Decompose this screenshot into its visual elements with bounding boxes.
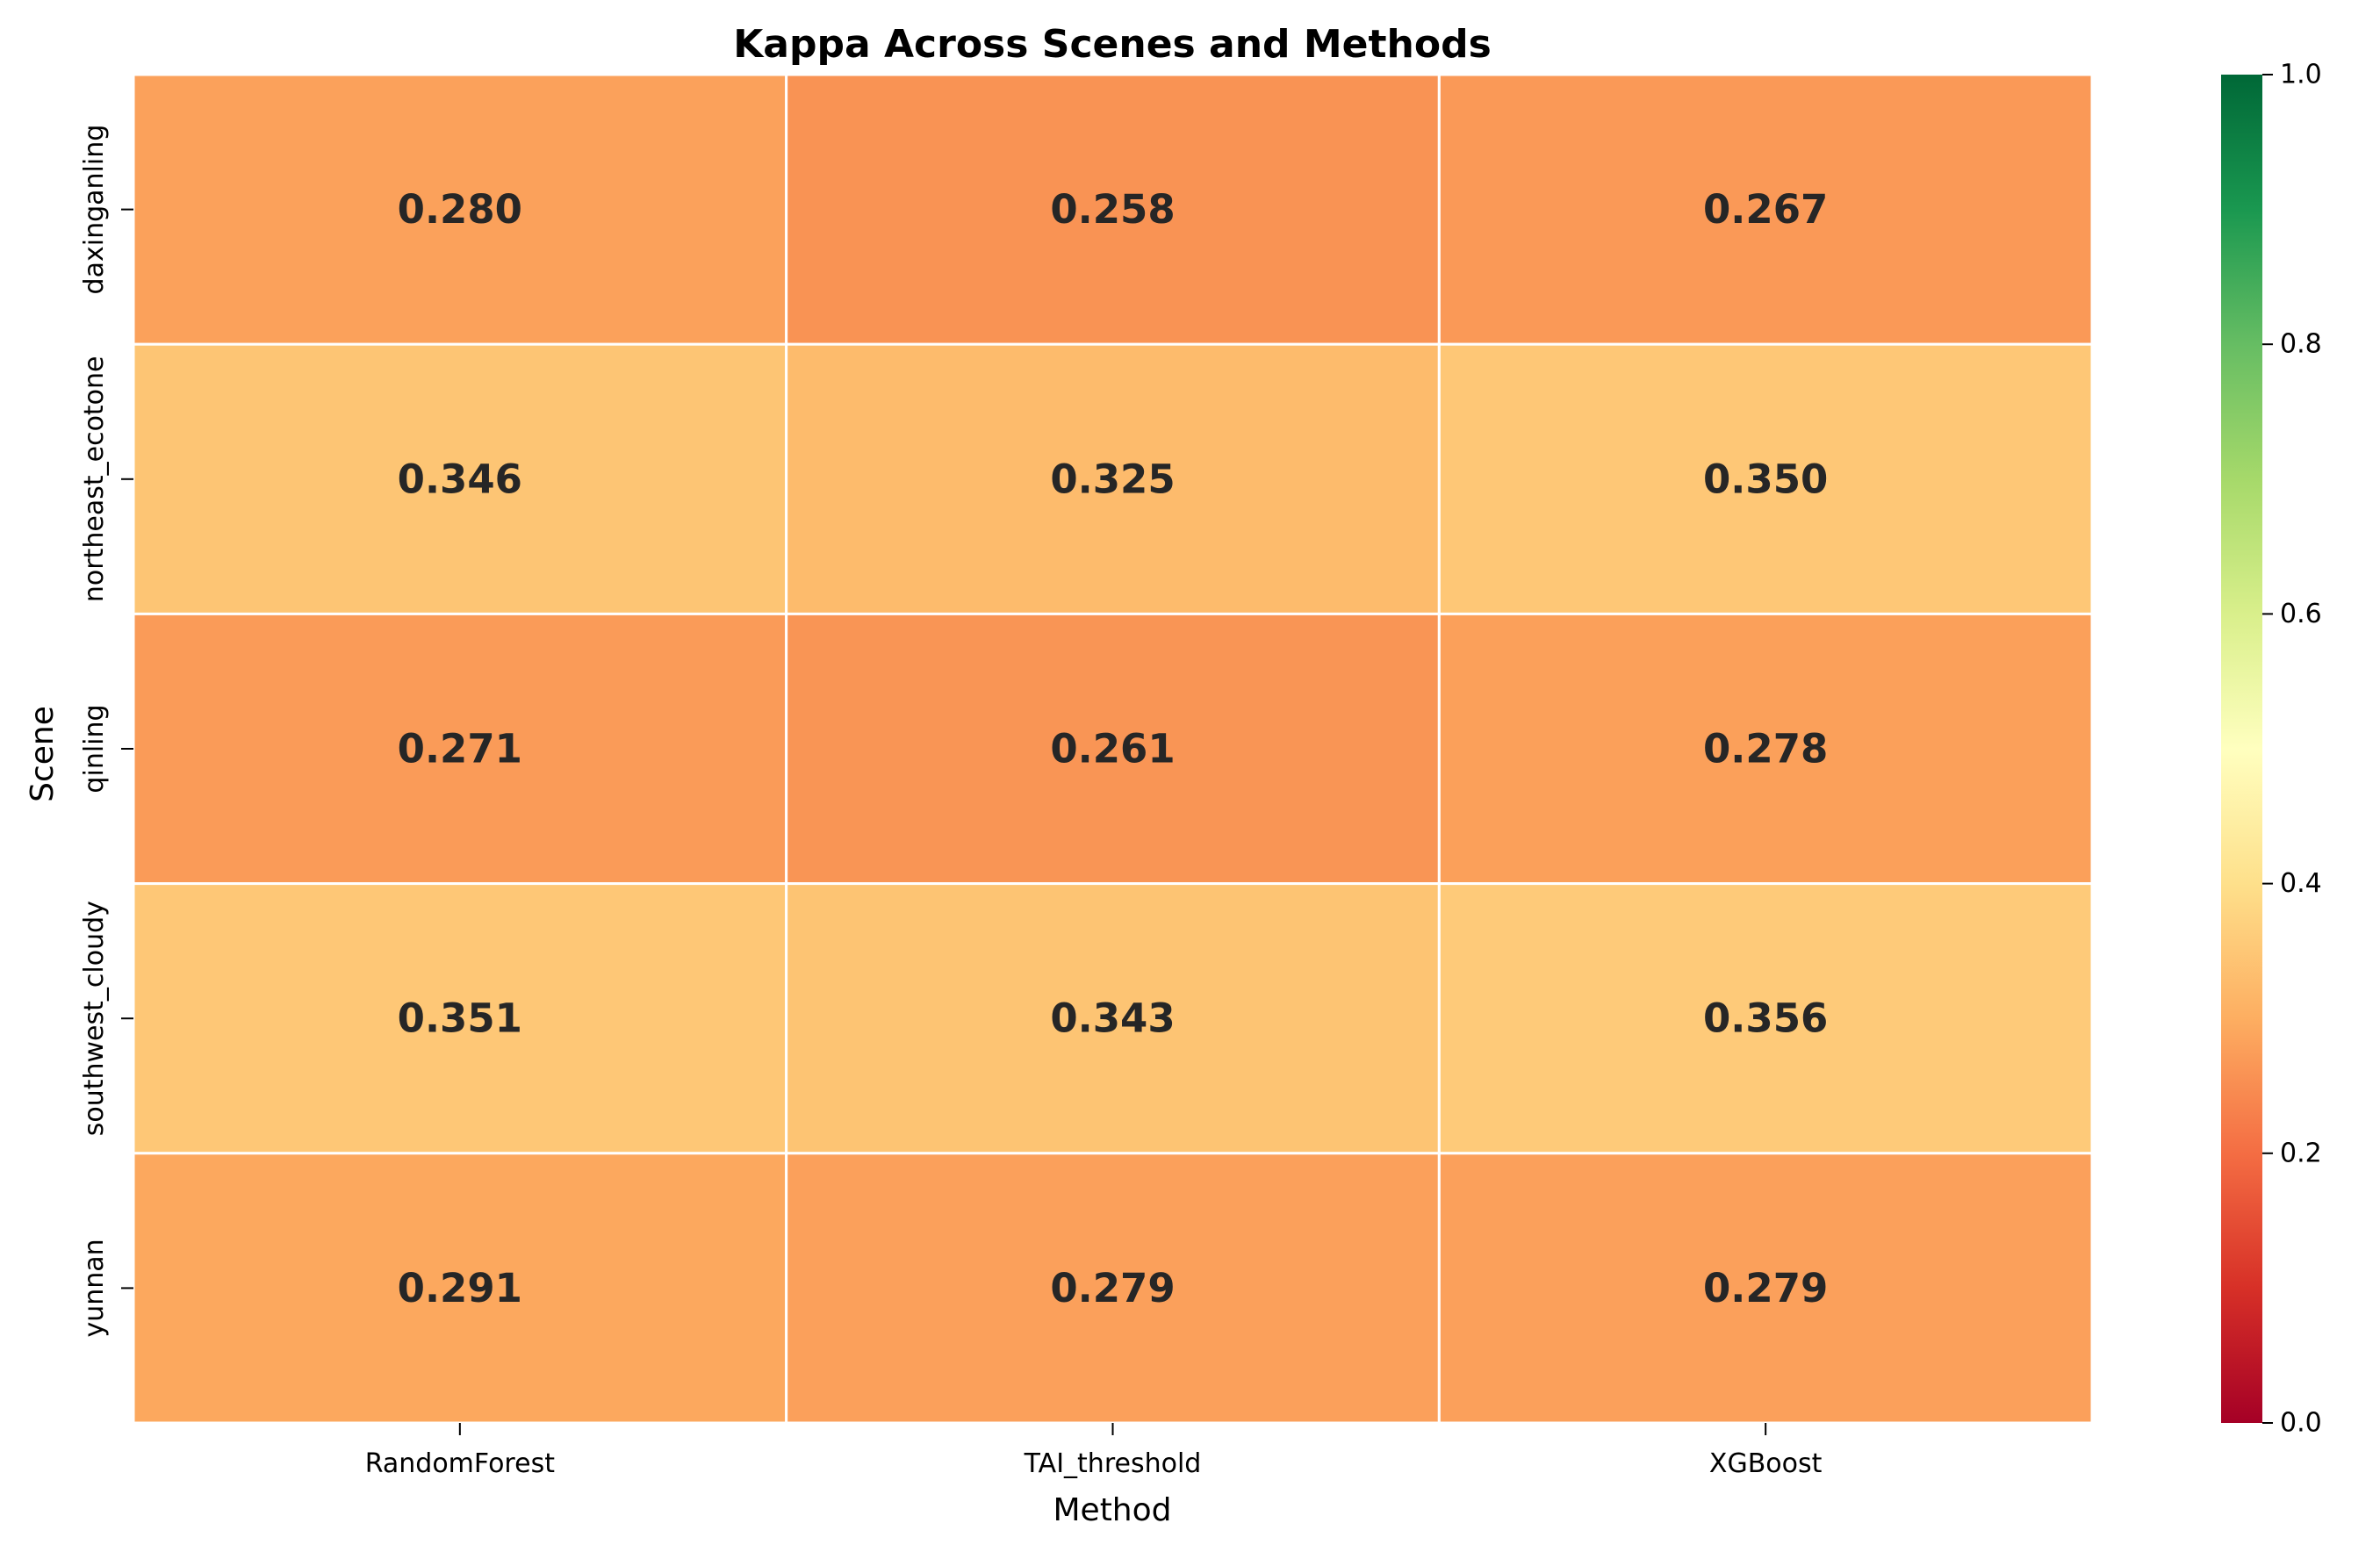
y-tick-label: northeast_ecotone [79,356,110,602]
cell-value-label: 0.258 [1050,186,1175,233]
x-tick-label: TAI_threshold [1024,1448,1202,1479]
colorbar-tick-label: 0.2 [2280,1138,2322,1168]
cell-value-label: 0.278 [1703,726,1828,772]
cell-value-label: 0.343 [1050,995,1175,1042]
heatmap-cell [132,342,788,615]
cell-value-label: 0.267 [1703,186,1828,233]
colorbar-tick-label: 0.0 [2280,1408,2322,1439]
heatmap-cell [785,342,1441,615]
heatmap-cell [132,882,788,1155]
cell-value-label: 0.271 [398,726,522,772]
y-tick-label: southwest_cloudy [79,901,110,1136]
y-tick-label: yunnan [79,1239,110,1337]
x-tick-label: RandomForest [365,1448,556,1479]
y-tick-label: daxinganling [79,125,110,295]
x-tick-label: XGBoost [1709,1448,1823,1479]
heatmap-cells: 0.280 0.258 0.267 0.346 0.325 0.350 0.271 0.261… [132,73,2094,1425]
y-tick-label: qinling [79,704,110,793]
colorbar-tick-label: 0.6 [2280,599,2322,629]
heatmap-cell [785,612,1441,886]
chart-title: Kappa Across Scenes and Methods [733,22,1492,67]
cell-value-label: 0.351 [398,995,522,1042]
cell-value-label: 0.325 [1050,456,1175,502]
x-axis-label: Method [1053,1492,1171,1528]
x-axis: RandomForest TAI_threshold XGBoost [365,1423,1823,1479]
heatmap-cell [1437,882,2094,1155]
cell-value-label: 0.350 [1703,456,1828,502]
cell-value-label: 0.279 [1050,1265,1175,1311]
heatmap-cell [132,612,788,886]
cell-value-label: 0.261 [1050,726,1175,772]
colorbar-tick-label: 0.4 [2280,868,2322,899]
heatmap-cell [1437,73,2094,346]
colorbar-tick-label: 1.0 [2280,60,2322,90]
heatmap-cell [132,73,788,346]
heatmap-cell [1437,1152,2094,1425]
colorbar: 0.0 0.2 0.4 0.6 0.8 1.0 [2221,60,2322,1439]
heatmap-cell [1437,342,2094,615]
y-axis-label: Scene [25,706,61,802]
colorbar-tick-label: 0.8 [2280,329,2322,360]
colorbar-gradient [2221,75,2262,1423]
heatmap-cell [785,73,1441,346]
cell-value-label: 0.291 [398,1265,522,1311]
heatmap-cell [785,1152,1441,1425]
cell-value-label: 0.356 [1703,995,1828,1042]
cell-value-label: 0.279 [1703,1265,1828,1311]
cell-value-label: 0.346 [398,456,522,502]
heatmap-cell [132,1152,788,1425]
cell-value-label: 0.280 [398,186,522,233]
